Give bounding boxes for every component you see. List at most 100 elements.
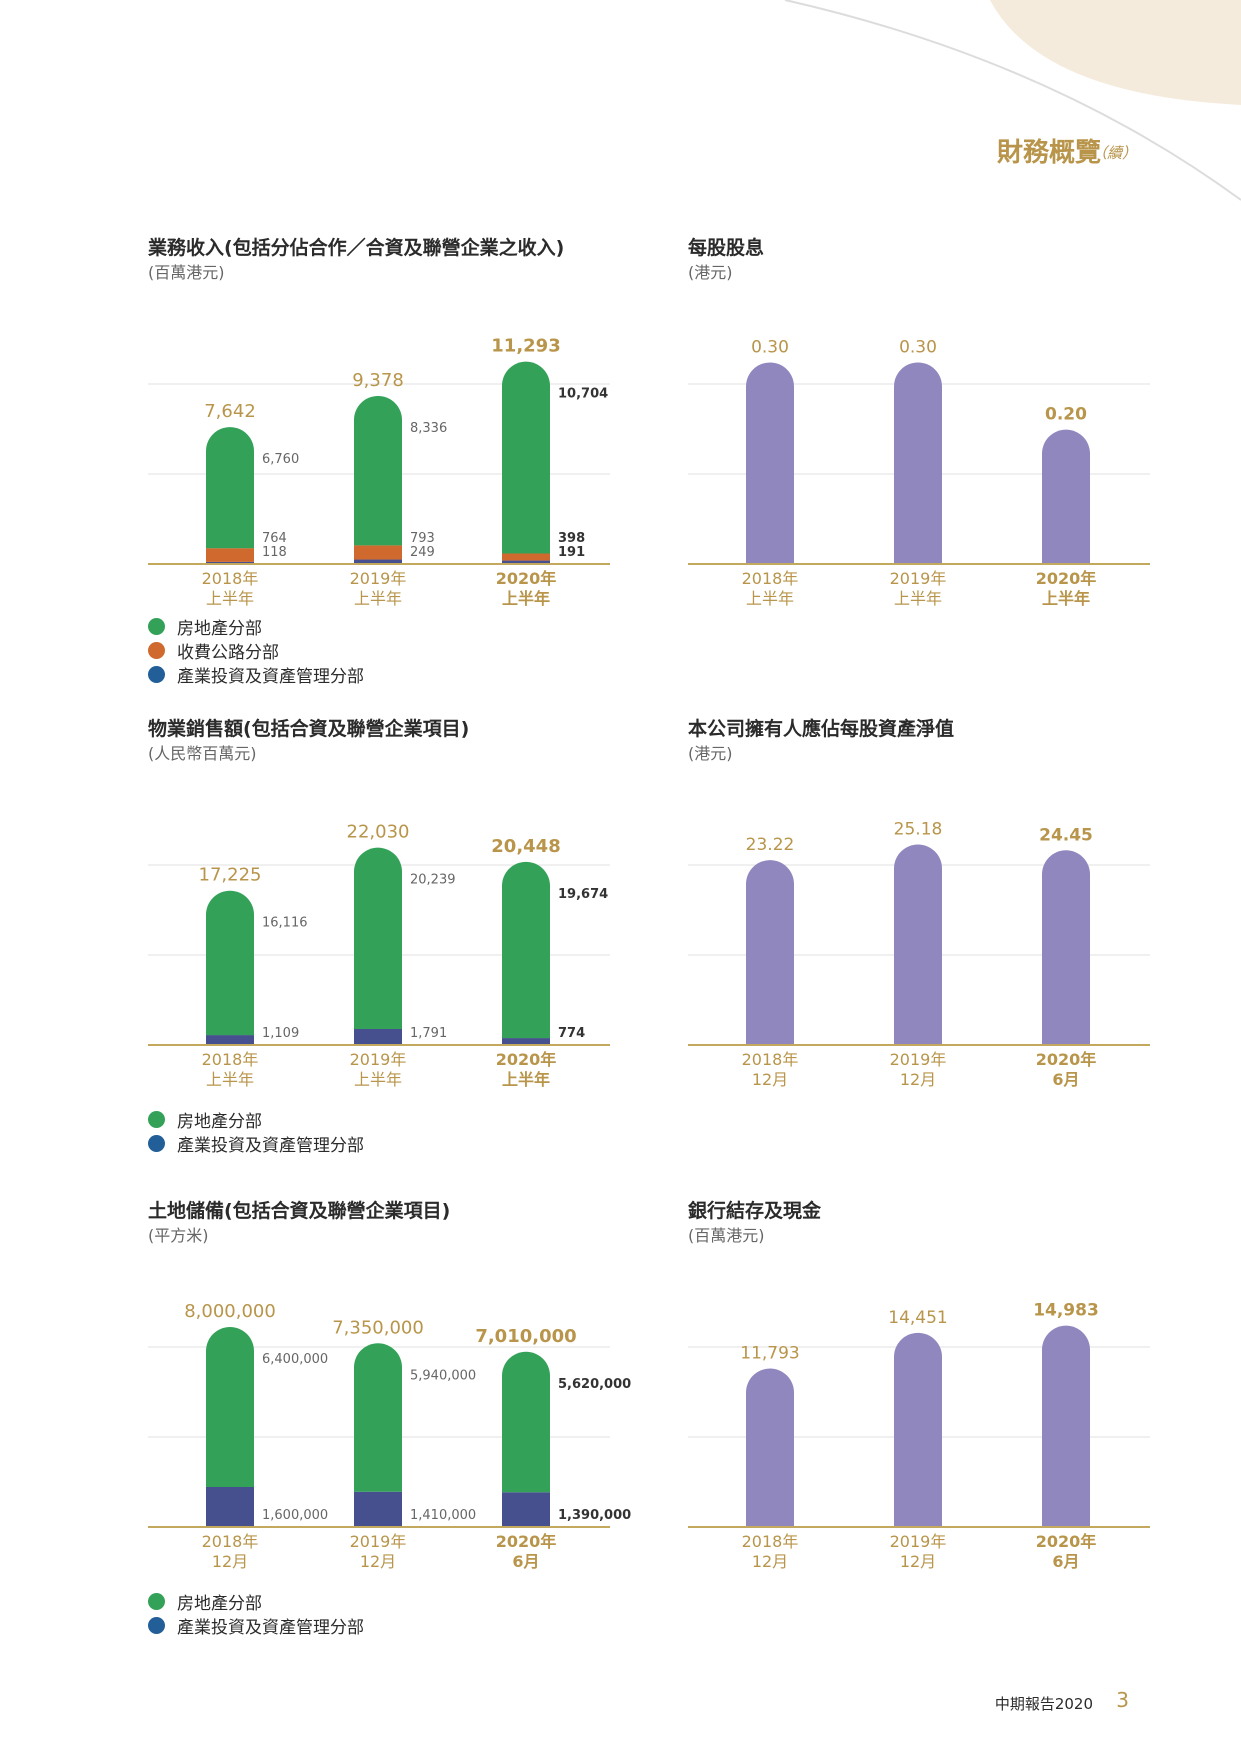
segment-label: 20,239 xyxy=(410,873,456,888)
bar-segment xyxy=(206,561,254,564)
bar-segment xyxy=(206,890,254,1036)
total-label: 17,225 xyxy=(199,865,262,886)
category-label: 2020年 xyxy=(1036,569,1097,588)
segment-label: 191 xyxy=(558,545,585,560)
value-label: 0.30 xyxy=(751,337,789,357)
category-label: 2020年 xyxy=(1036,1050,1097,1069)
bar-segment xyxy=(354,1028,402,1045)
legend-item-toll-road: 收費公路分部 xyxy=(148,638,364,663)
chart-unit-bank-balances: (百萬港元) xyxy=(688,1226,765,1245)
category-label: 6月 xyxy=(512,1552,539,1571)
category-label: 2019年 xyxy=(350,1532,407,1551)
legend-dot-investment xyxy=(148,1616,165,1634)
bar xyxy=(746,362,794,564)
legend-item-investment: 產業投資及資產管理分部 xyxy=(148,662,364,687)
value-label: 14,983 xyxy=(1033,1301,1099,1321)
chart-unit-dividend: (港元) xyxy=(688,263,733,282)
segment-label: 249 xyxy=(410,545,435,560)
value-label: 11,793 xyxy=(740,1344,799,1364)
value-label: 14,451 xyxy=(888,1308,947,1328)
chart-unit-nav-per-share: (港元) xyxy=(688,744,733,763)
bar-segment xyxy=(206,1035,254,1045)
chart-title-bank-balances: 銀行結存及現金 xyxy=(688,1200,822,1222)
total-label: 22,030 xyxy=(347,822,410,843)
bar-segment xyxy=(354,545,402,560)
bar-segment xyxy=(206,427,254,549)
category-label: 2018年 xyxy=(202,569,259,588)
legend-label-investment: 產業投資及資產管理分部 xyxy=(177,1135,364,1156)
bar xyxy=(894,362,942,564)
category-label: 2020年 xyxy=(496,1532,557,1551)
chart-title-revenue: 業務收入(包括分佔合作／合資及聯營企業之收入) xyxy=(148,237,565,259)
category-label: 2019年 xyxy=(890,1050,947,1069)
segment-label: 5,620,000 xyxy=(558,1377,631,1392)
category-label: 12月 xyxy=(752,1070,788,1089)
segment-label: 8,336 xyxy=(410,421,447,436)
page-title: 財務概覽 xyxy=(996,138,1101,168)
category-label: 上半年 xyxy=(354,589,402,608)
legend-dot-investment xyxy=(148,1134,165,1152)
bar-segment xyxy=(502,361,550,554)
bar-segment xyxy=(502,1492,550,1527)
category-label: 2018年 xyxy=(742,1050,799,1069)
category-label: 2020年 xyxy=(496,1050,557,1069)
legend-item-investment: 產業投資及資產管理分部 xyxy=(148,1131,364,1156)
segment-label: 764 xyxy=(262,531,287,546)
value-label: 0.30 xyxy=(899,337,937,357)
category-label: 2020年 xyxy=(496,569,557,588)
footer-report-label: 中期報告2020 xyxy=(994,1695,1093,1713)
category-label: 12月 xyxy=(360,1552,396,1571)
page-title-suffix: （續） xyxy=(1091,144,1137,162)
legend-dot-property xyxy=(148,617,165,635)
segment-label: 1,390,000 xyxy=(558,1508,631,1523)
category-label: 上半年 xyxy=(354,1070,402,1089)
bar xyxy=(894,844,942,1045)
legend-land-bank: 房地產分部 產業投資及資產管理分部 xyxy=(148,1589,364,1638)
category-label: 6月 xyxy=(1052,1552,1079,1571)
bar-segment xyxy=(206,1487,254,1527)
category-label: 上半年 xyxy=(206,1070,254,1089)
bar-segment xyxy=(502,1351,550,1493)
bar-segment xyxy=(206,548,254,562)
segment-label: 1,410,000 xyxy=(410,1508,476,1523)
value-label: 23.22 xyxy=(746,835,795,855)
legend-label-property: 房地產分部 xyxy=(177,618,262,639)
legend-item-property: 房地產分部 xyxy=(148,1107,364,1132)
bar-segment xyxy=(502,1038,550,1045)
legend-dot-toll-road xyxy=(148,641,165,659)
value-label: 25.18 xyxy=(894,819,943,839)
category-label: 上半年 xyxy=(746,589,794,608)
category-label: 2019年 xyxy=(350,1050,407,1069)
bar-segment xyxy=(206,1327,254,1487)
legend-label-investment: 產業投資及資產管理分部 xyxy=(177,666,364,687)
segment-label: 118 xyxy=(262,545,287,560)
legend-item-investment: 產業投資及資產管理分部 xyxy=(148,1613,364,1638)
bar-segment xyxy=(354,847,402,1029)
chart-title-property-sales: 物業銷售額(包括合資及聯營企業項目) xyxy=(148,718,470,740)
value-label: 0.20 xyxy=(1045,405,1087,425)
bar xyxy=(1042,1325,1090,1527)
bar-segment xyxy=(502,560,550,564)
total-label: 8,000,000 xyxy=(184,1301,276,1322)
segment-label: 1,791 xyxy=(410,1026,447,1041)
segment-label: 1,600,000 xyxy=(262,1508,328,1523)
category-label: 上半年 xyxy=(502,1070,550,1089)
bar xyxy=(1042,850,1090,1045)
total-label: 7,010,000 xyxy=(475,1326,576,1347)
category-label: 上半年 xyxy=(1042,589,1090,608)
legend-label-property: 房地產分部 xyxy=(177,1111,262,1132)
total-label: 20,448 xyxy=(491,836,560,857)
value-label: 24.45 xyxy=(1039,825,1093,845)
legend-dot-investment xyxy=(148,665,165,683)
total-label: 7,350,000 xyxy=(332,1317,424,1338)
category-label: 上半年 xyxy=(206,589,254,608)
legend-label-investment: 產業投資及資產管理分部 xyxy=(177,1617,364,1638)
category-label: 2019年 xyxy=(350,569,407,588)
